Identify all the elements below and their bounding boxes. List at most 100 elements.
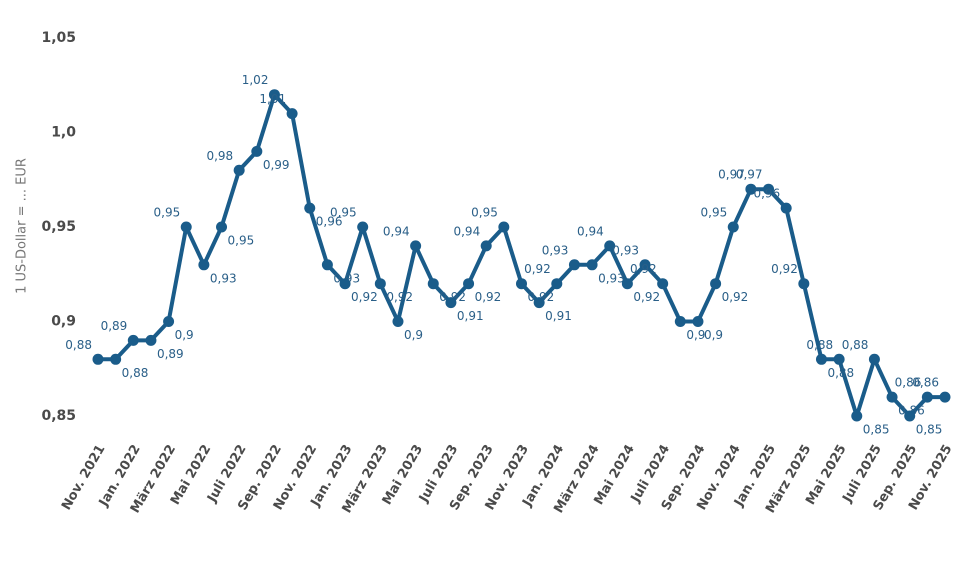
data-label: 0,95 (154, 206, 181, 220)
point (92, 353, 104, 365)
data-label: 0,91 (457, 309, 484, 323)
y-tick-label: 1,05 (41, 30, 76, 46)
point (568, 259, 580, 271)
data-label: 0,88 (806, 338, 833, 352)
point (692, 316, 704, 327)
data-label: 0,88 (842, 338, 869, 352)
data-label: 0,89 (157, 347, 184, 361)
point (339, 278, 351, 290)
point (921, 391, 933, 403)
point (763, 183, 775, 195)
data-label: 0,92 (351, 290, 378, 304)
data-label: 0,92 (722, 290, 749, 304)
data-label: 0,95 (330, 206, 357, 220)
data-label: 0,9 (686, 328, 705, 342)
line (98, 92, 945, 418)
point (674, 316, 686, 327)
point (780, 202, 792, 214)
y-tick-label: 1,0 (51, 125, 76, 141)
point (463, 278, 475, 290)
point (233, 164, 245, 176)
point (798, 278, 810, 290)
data-label: 0,9 (404, 328, 423, 342)
data-label: 0,94 (383, 224, 410, 238)
point (216, 221, 228, 233)
point (410, 240, 422, 252)
y-axis-label: 1 US-Dollar = ... EUR (15, 158, 30, 294)
point (374, 278, 386, 290)
data-label: 0,86 (912, 376, 939, 390)
data-label: 0,95 (471, 206, 498, 220)
point (516, 278, 527, 290)
data-label: 0,98 (206, 149, 233, 163)
data-label: 0,92 (630, 262, 657, 276)
point (445, 297, 457, 309)
data-label: 1,01 (259, 92, 286, 106)
data-label: 0,92 (633, 290, 660, 304)
data-label: 0,97 (736, 168, 763, 182)
point (551, 278, 563, 290)
y-tick-label: 0,95 (41, 219, 76, 235)
data-label: 0,92 (771, 262, 798, 276)
point (604, 240, 616, 252)
point (868, 353, 880, 365)
y-tick-label: 0,9 (51, 314, 76, 330)
data-label: 0,92 (386, 290, 413, 304)
point (268, 89, 280, 101)
data-label: 0,94 (577, 224, 604, 238)
data-label: 0,95 (701, 206, 728, 220)
point (815, 353, 827, 365)
point (357, 221, 369, 233)
data-label: 0,9 (175, 328, 194, 342)
data-label: 0,93 (210, 271, 237, 285)
data-label: 0,9 (704, 328, 723, 342)
data-label: 0,92 (475, 290, 502, 304)
data-label: 0,85 (863, 423, 890, 437)
data-label: 0,92 (524, 262, 551, 276)
point (710, 278, 722, 290)
point (904, 410, 916, 422)
point (251, 145, 263, 157)
point (427, 278, 439, 290)
data-label: 0,93 (542, 243, 569, 257)
point (286, 108, 298, 120)
data-label: 0,96 (753, 187, 780, 201)
data-label: 0,96 (316, 215, 343, 229)
data-label: 0,86 (895, 376, 922, 390)
point (127, 334, 139, 346)
point (639, 259, 651, 271)
point (886, 391, 898, 403)
point (621, 278, 633, 290)
y-tick-label: 0,85 (41, 408, 76, 424)
point (498, 221, 510, 233)
data-label: 0,91 (545, 309, 572, 323)
point (657, 278, 669, 290)
point (727, 221, 739, 233)
point (321, 259, 333, 271)
data-label: 0,93 (612, 243, 639, 257)
data-label: 0,94 (453, 224, 480, 238)
point (833, 353, 845, 365)
data-label: 1,02 (242, 73, 269, 87)
point (145, 334, 157, 346)
point (392, 316, 404, 327)
point (939, 391, 951, 403)
data-label: 0,99 (263, 158, 290, 172)
data-label: 0,93 (598, 271, 625, 285)
data-label: 0,89 (101, 319, 128, 333)
point (110, 353, 122, 365)
data-label: 0,88 (122, 366, 149, 380)
data-label: 0,95 (228, 234, 255, 248)
point (163, 316, 175, 327)
data-label: 0,97 (718, 168, 745, 182)
data-label: 0,85 (916, 423, 943, 437)
point (304, 202, 316, 214)
point (586, 259, 598, 271)
point (851, 410, 863, 422)
point (198, 259, 210, 271)
point (180, 221, 192, 233)
data-label: 0,88 (65, 338, 92, 352)
point (533, 297, 545, 309)
point (745, 183, 757, 195)
